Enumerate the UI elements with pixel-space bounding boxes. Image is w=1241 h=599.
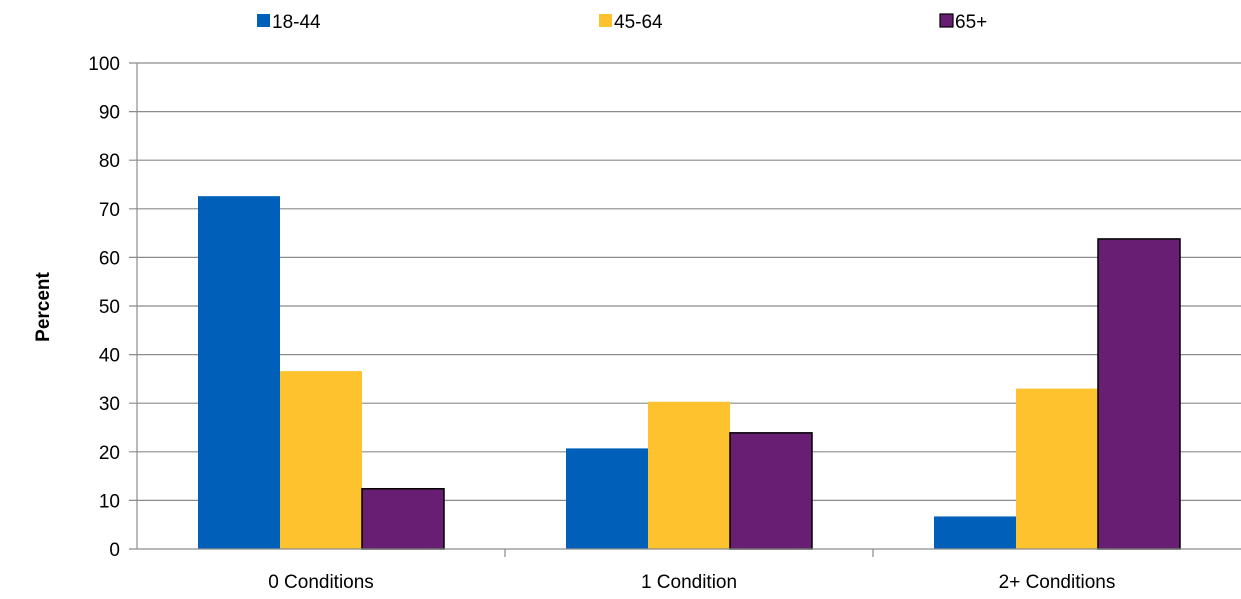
legend-swatch [257,14,270,27]
x-tick-label: 2+ Conditions [999,572,1116,593]
bar-18-44-1 Condition [566,448,648,549]
bar-65+-2+ Conditions [1097,238,1181,550]
y-axis-title: Percent [33,271,54,341]
bar-45-64-2+ Conditions [1016,388,1098,549]
y-tick-label: 10 [99,491,120,512]
axes: 0 10 20 30 40 50 60 70 80 90 100 0 Conditions 1 Cond… [88,54,1241,593]
y-tick-label: 40 [99,346,120,367]
x-tick-label: 1 Condition [641,572,737,593]
y-tick-label: 60 [99,248,120,269]
y-tick-label: 30 [99,394,120,415]
x-tick-label: 0 Conditions [268,572,374,593]
y-tick-label: 0 [109,540,120,561]
y-tick-label: 50 [99,297,120,318]
y-tick-label: 100 [88,54,120,75]
bar-18-44-0 Conditions [198,196,280,549]
bar-45-64-0 Conditions [280,371,362,549]
legend-swatch [599,14,612,27]
bars [198,196,1181,550]
bar-18-44-2+ Conditions [934,516,1016,549]
y-tick-label: 20 [99,443,120,464]
legend: 18-44 45-64 65+ [257,12,987,33]
y-tick-label: 90 [99,103,120,124]
legend-label: 65+ [955,12,987,33]
y-tick-label: 80 [99,151,120,172]
bar-65+-1 Condition [729,432,813,550]
bar-65+-0 Conditions [361,487,445,550]
legend-swatch [939,13,954,28]
bar-45-64-1 Condition [648,401,730,549]
legend-label: 18-44 [272,12,321,33]
legend-label: 45-64 [614,12,663,33]
y-tick-label: 70 [99,200,120,221]
